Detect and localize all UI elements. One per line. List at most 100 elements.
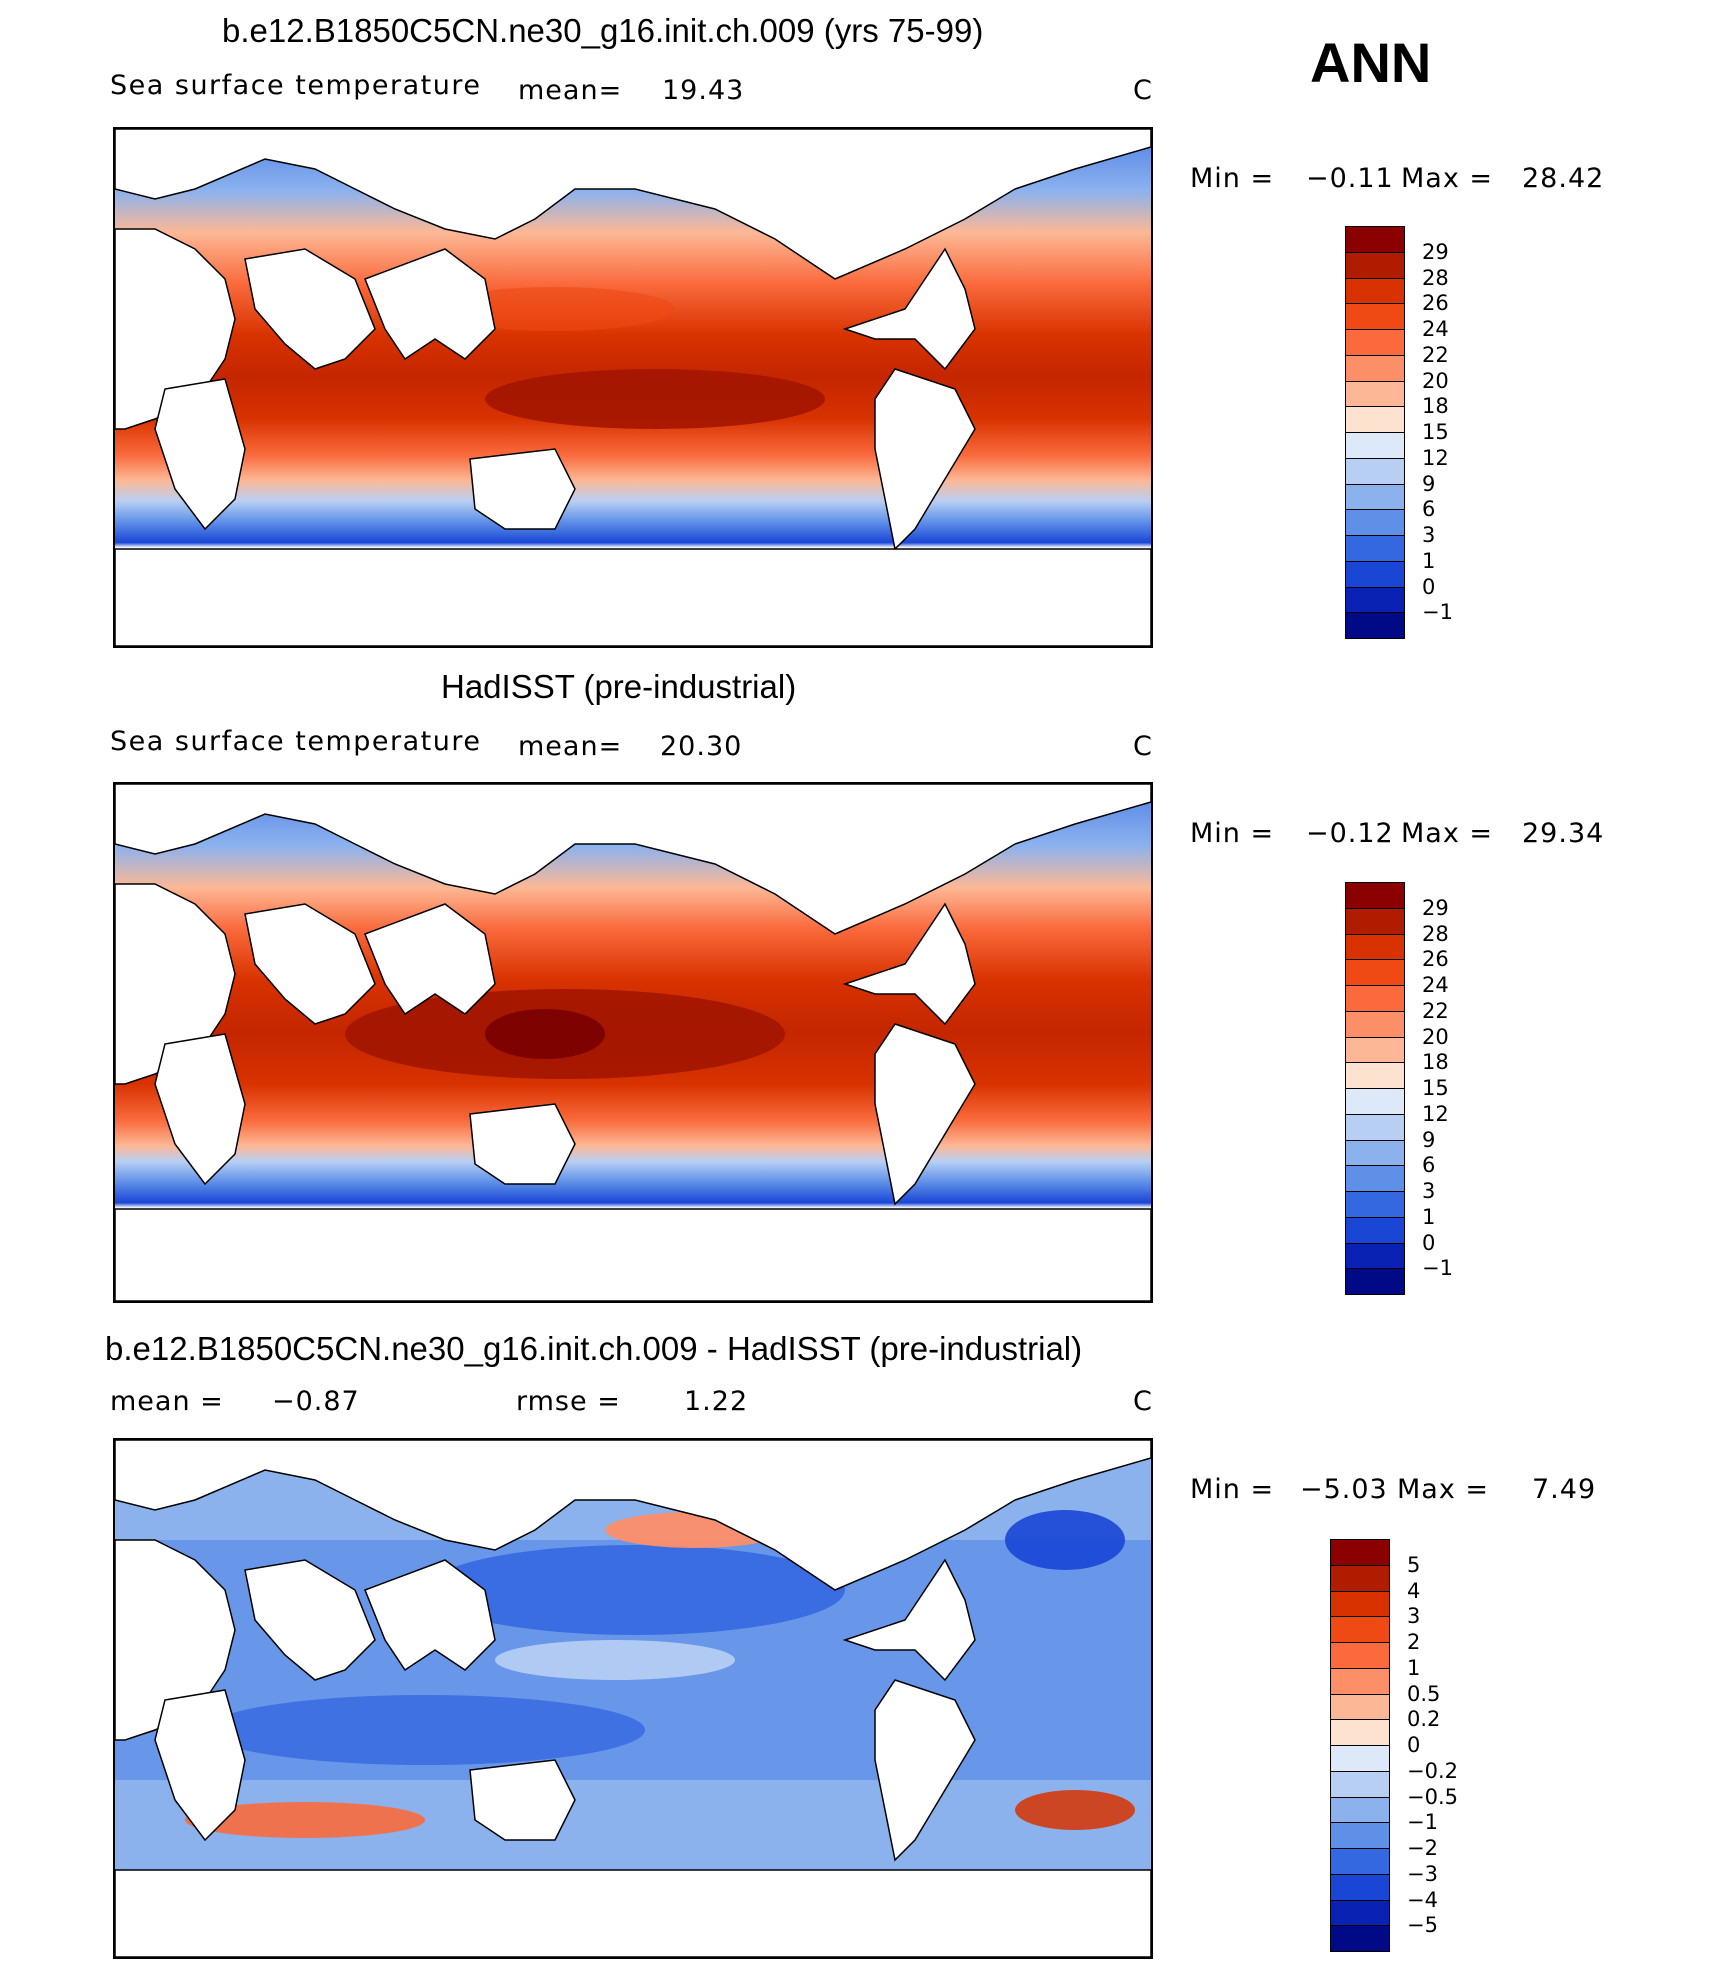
- colorbar-tick-label: −0.5: [1407, 1784, 1458, 1809]
- colorbar-tick-label: 12: [1422, 1101, 1449, 1126]
- colorbar-tick-label: −0.2: [1407, 1758, 1458, 1783]
- colorbar-tick-label: 1: [1422, 548, 1436, 573]
- panel2-mean-label: mean=: [518, 731, 623, 762]
- panel1-mean-label: mean=: [518, 75, 623, 106]
- panel2-variable-label: Sea surface temperature: [110, 726, 482, 757]
- colorbar-segment: [1345, 959, 1405, 986]
- colorbar-segment: [1330, 1590, 1390, 1618]
- panel3-min-value: −5.03: [1300, 1474, 1388, 1505]
- colorbar-segment: [1345, 1216, 1405, 1244]
- colorbar-tick-label: 28: [1422, 265, 1449, 290]
- colorbar-segment: [1345, 509, 1405, 536]
- colorbar-tick-label: 6: [1422, 497, 1436, 522]
- colorbar-segment: [1345, 483, 1405, 511]
- panel3-max-label: Max =: [1397, 1474, 1490, 1505]
- panel2-mean-value: 20.30: [660, 731, 743, 762]
- colorbar-segment: [1345, 560, 1405, 588]
- panel3-colorbar: [1330, 1539, 1390, 1952]
- colorbar-segment: [1330, 1642, 1390, 1669]
- panel2-colorbar: [1345, 882, 1405, 1295]
- colorbar-tick-label: 1: [1422, 1204, 1436, 1229]
- colorbar-segment: [1345, 329, 1405, 356]
- colorbar-tick-label: −1: [1422, 600, 1453, 625]
- colorbar-segment: [1330, 1848, 1390, 1875]
- panel2-sst-map: [113, 782, 1153, 1303]
- panel3-units: C: [1133, 1386, 1153, 1417]
- colorbar-tick-label: 26: [1422, 291, 1449, 316]
- colorbar-segment: [1345, 1268, 1405, 1295]
- colorbar-tick-label: 29: [1422, 895, 1449, 920]
- panel3-max-value: 7.49: [1532, 1474, 1597, 1505]
- panel3-title: b.e12.B1850C5CN.ne30_g16.init.ch.009 - H…: [105, 1330, 1083, 1367]
- panel1-title: b.e12.B1850C5CN.ne30_g16.init.ch.009 (yr…: [222, 12, 984, 49]
- colorbar-tick-label: 0.2: [1407, 1707, 1441, 1732]
- colorbar-segment: [1345, 380, 1405, 408]
- colorbar-tick-label: 0.5: [1407, 1681, 1441, 1706]
- colorbar-segment: [1330, 1796, 1390, 1824]
- panel2-min-value: −0.12: [1306, 818, 1394, 849]
- colorbar-tick-label: −4: [1407, 1887, 1438, 1912]
- colorbar-tick-label: −1: [1422, 1256, 1453, 1281]
- colorbar-segment: [1345, 303, 1405, 330]
- colorbar-tick-label: 29: [1422, 239, 1449, 264]
- colorbar-tick-label: 3: [1407, 1604, 1421, 1629]
- colorbar-tick-label: 15: [1422, 1076, 1449, 1100]
- colorbar-segment: [1330, 1564, 1390, 1592]
- colorbar-segment: [1345, 1010, 1405, 1038]
- panel2-colorbar-labels: 29 28 26 24 22 20 18 15 12 9 6 3 1 0 −1: [1422, 882, 1502, 1294]
- colorbar-segment: [1330, 1693, 1390, 1721]
- colorbar-segment: [1345, 1036, 1405, 1064]
- colorbar-segment: [1345, 933, 1405, 961]
- colorbar-segment: [1330, 1539, 1390, 1566]
- panel3-rmse-value: 1.22: [684, 1386, 749, 1417]
- colorbar-tick-label: 6: [1422, 1153, 1436, 1178]
- colorbar-tick-label: −5: [1407, 1913, 1438, 1938]
- colorbar-tick-label: 20: [1422, 1024, 1449, 1049]
- panel2-title: HadISST (pre-industrial): [441, 668, 797, 705]
- panel2-units: C: [1133, 731, 1153, 762]
- colorbar-segment: [1330, 1745, 1390, 1772]
- colorbar-tick-label: 9: [1422, 471, 1436, 496]
- colorbar-segment: [1345, 1165, 1405, 1192]
- colorbar-tick-label: 18: [1422, 1050, 1449, 1075]
- colorbar-tick-label: 22: [1422, 998, 1449, 1023]
- colorbar-segment: [1345, 251, 1405, 279]
- panel1-colorbar-labels: 29 28 26 24 22 20 18 15 12 9 6 3 1 0 −1: [1422, 226, 1502, 638]
- panel1-units: C: [1133, 75, 1153, 106]
- panel2-max-value: 29.34: [1522, 818, 1605, 849]
- colorbar-segment: [1345, 1139, 1405, 1167]
- colorbar-segment: [1345, 354, 1405, 382]
- colorbar-segment: [1330, 1667, 1390, 1695]
- panel2-max-label: Max =: [1401, 818, 1494, 849]
- panel3-rmse-label: rmse =: [516, 1386, 621, 1417]
- panel1-min-label: Min =: [1190, 163, 1275, 194]
- colorbar-segment: [1345, 406, 1405, 433]
- colorbar-segment: [1345, 432, 1405, 459]
- colorbar-tick-label: 26: [1422, 947, 1449, 972]
- season-label: ANN: [1310, 31, 1432, 94]
- colorbar-segment: [1345, 985, 1405, 1012]
- colorbar-tick-label: −2: [1407, 1836, 1438, 1860]
- colorbar-segment: [1345, 277, 1405, 305]
- colorbar-segment: [1330, 1770, 1390, 1798]
- colorbar-tick-label: 3: [1422, 1179, 1436, 1203]
- panel1-sst-map: [113, 127, 1153, 648]
- colorbar-tick-label: 3: [1422, 523, 1436, 547]
- colorbar-tick-label: −3: [1407, 1861, 1438, 1886]
- panel1-variable-label: Sea surface temperature: [110, 70, 482, 101]
- colorbar-segment: [1345, 226, 1405, 253]
- colorbar-segment: [1345, 1113, 1405, 1141]
- panel2-min-label: Min =: [1190, 818, 1275, 849]
- panel1-min-value: −0.11: [1306, 163, 1394, 194]
- colorbar-segment: [1345, 1088, 1405, 1115]
- panel1-mean-value: 19.43: [662, 75, 745, 106]
- panel3-min-label: Min =: [1190, 1474, 1275, 1505]
- colorbar-segment: [1345, 535, 1405, 562]
- colorbar-tick-label: 22: [1422, 342, 1449, 367]
- colorbar-tick-label: −1: [1407, 1810, 1438, 1835]
- panel3-mean-value: −0.87: [272, 1386, 360, 1417]
- colorbar-tick-label: 20: [1422, 368, 1449, 393]
- colorbar-segment: [1330, 1719, 1390, 1746]
- colorbar-tick-label: 0: [1407, 1733, 1421, 1757]
- panel3-colorbar-labels: 5 4 3 2 1 0.5 0.2 0 −0.2 −0.5 −1 −2 −3 −4 −5: [1407, 1539, 1497, 1951]
